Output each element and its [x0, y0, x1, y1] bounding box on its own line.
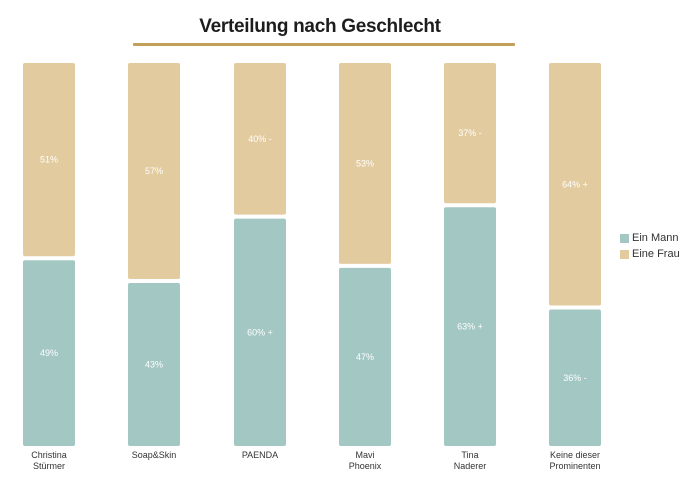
data-label-eine-frau: 37% - — [458, 128, 482, 138]
data-label-ein-mann: 49% — [40, 348, 58, 358]
category-label: Tina — [461, 450, 478, 460]
category-label: Keine dieser — [550, 450, 600, 460]
legend-swatch-ein-mann — [620, 233, 629, 243]
legend-item-eine-frau: Eine Frau — [620, 246, 680, 262]
legend-label-eine-frau: Eine Frau — [632, 248, 680, 260]
title-underline — [133, 43, 515, 46]
bar-eine-frau — [549, 63, 601, 306]
data-label-ein-mann: 63% + — [457, 322, 483, 332]
bar-ein-mann — [234, 218, 286, 446]
category-label: Stürmer — [33, 461, 65, 471]
legend-item-ein-mann: Ein Mann — [620, 230, 680, 246]
bar-ein-mann — [444, 207, 496, 446]
data-label-eine-frau: 51% — [40, 155, 58, 165]
bar-eine-frau — [234, 63, 286, 215]
data-label-eine-frau: 57% — [145, 166, 163, 176]
bar-ein-mann — [23, 260, 75, 446]
category-label: Christina — [31, 450, 67, 460]
data-label-eine-frau: 40% - — [248, 134, 272, 144]
data-label-ein-mann: 36% - — [563, 373, 587, 383]
bar-eine-frau — [23, 63, 75, 257]
bar-eine-frau — [339, 63, 391, 264]
category-label: Soap&Skin — [132, 450, 177, 460]
bar-ein-mann — [549, 309, 601, 446]
category-label: Phoenix — [349, 461, 382, 471]
data-label-eine-frau: 64% + — [562, 179, 588, 189]
legend: Ein Mann Eine Frau — [620, 230, 680, 262]
category-label: Mavi — [355, 450, 374, 460]
category-label: Prominenten — [549, 461, 600, 471]
data-label-ein-mann: 47% — [356, 352, 374, 362]
legend-label-ein-mann: Ein Mann — [632, 232, 679, 244]
category-label: PAENDA — [242, 450, 278, 460]
bar-ein-mann — [128, 283, 180, 446]
data-label-ein-mann: 60% + — [247, 327, 273, 337]
bar-eine-frau — [128, 63, 180, 280]
category-label: Naderer — [454, 461, 487, 471]
bar-eine-frau — [444, 63, 496, 204]
chart-title: Verteilung nach Geschlecht — [199, 16, 441, 37]
data-label-eine-frau: 53% — [356, 158, 374, 168]
legend-swatch-eine-frau — [620, 249, 629, 259]
bar-ein-mann — [339, 267, 391, 446]
data-label-ein-mann: 43% — [145, 360, 163, 370]
